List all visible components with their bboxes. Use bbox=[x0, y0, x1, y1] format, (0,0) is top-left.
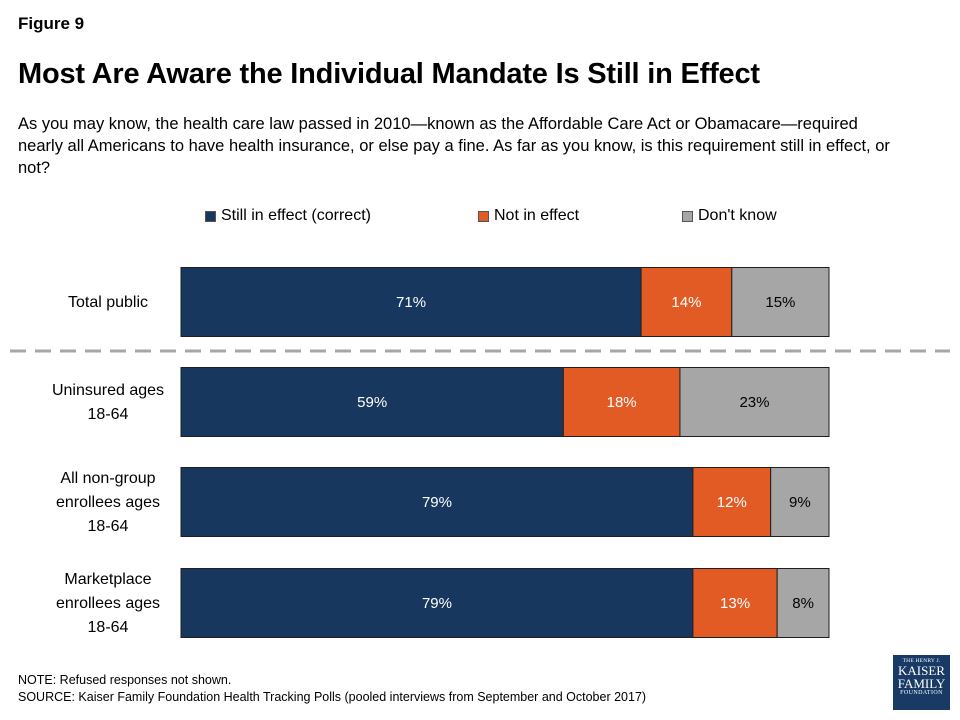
category-label: 18-64 bbox=[88, 406, 129, 423]
bar-segment bbox=[770, 467, 830, 537]
category-label: 18-64 bbox=[88, 619, 129, 636]
figure-label: Figure 9 bbox=[18, 14, 85, 33]
data-label: 9% bbox=[789, 494, 811, 511]
data-label: 12% bbox=[717, 494, 747, 511]
category-label: All non-group bbox=[60, 470, 155, 487]
kff-logo: THE HENRY J. KAISER FAMILY FOUNDATION bbox=[893, 655, 950, 710]
data-label: 13% bbox=[720, 595, 750, 612]
logo-line-2: KAISER bbox=[898, 663, 945, 678]
category-label: Marketplace bbox=[64, 571, 151, 588]
legend-label-dont-know: Don't know bbox=[698, 207, 777, 224]
legend-label-still-in-effect: Still in effect (correct) bbox=[221, 207, 371, 224]
chart-title: Most Are Aware the Individual Mandate Is… bbox=[18, 58, 760, 90]
data-label: 79% bbox=[422, 595, 452, 612]
category-label: Total public bbox=[68, 294, 148, 311]
data-label: 23% bbox=[739, 394, 769, 411]
bar-segment bbox=[180, 568, 694, 638]
bar-segment bbox=[679, 367, 830, 437]
legend-item-dont-know: Don't know bbox=[682, 207, 777, 225]
chart-legend: Still in effect (correct) Not in effect … bbox=[0, 207, 960, 229]
logo-line-4: FOUNDATION bbox=[900, 690, 943, 696]
data-label: 15% bbox=[765, 294, 795, 311]
data-label: 59% bbox=[357, 394, 387, 411]
data-label: 8% bbox=[792, 595, 814, 612]
logo-line-3: FAMILY bbox=[897, 676, 946, 691]
legend-item-still-in-effect: Still in effect (correct) bbox=[205, 207, 371, 225]
bar-segment bbox=[692, 467, 772, 537]
legend-swatch-still-in-effect bbox=[205, 210, 216, 222]
data-label: 71% bbox=[396, 294, 426, 311]
category-label: Uninsured ages bbox=[52, 382, 164, 399]
bar-segment bbox=[731, 267, 830, 337]
source-text: SOURCE: Kaiser Family Foundation Health … bbox=[18, 690, 647, 704]
category-label: 18-64 bbox=[88, 518, 129, 535]
bar-segment bbox=[180, 267, 642, 337]
bar-segment bbox=[640, 267, 733, 337]
bar-segment bbox=[180, 367, 564, 437]
logo-line-1: THE HENRY J. bbox=[902, 658, 941, 664]
bar-segment bbox=[776, 568, 830, 638]
category-label: enrollees ages bbox=[56, 595, 160, 612]
data-label: 14% bbox=[671, 294, 701, 311]
chart-notes: NOTE: Refused responses not shown. SOURC… bbox=[18, 672, 646, 706]
category-label: enrollees ages bbox=[56, 494, 160, 511]
bar-segment bbox=[180, 467, 694, 537]
legend-item-not-in-effect: Not in effect bbox=[478, 207, 579, 225]
stacked-bar-chart: 71% 14% 15% Total public 59% 18% 23% Uninsured … bbox=[10, 267, 950, 638]
legend-label-not-in-effect: Not in effect bbox=[494, 207, 580, 224]
legend-swatch-not-in-effect bbox=[478, 210, 489, 222]
note-text: NOTE: Refused responses not shown. bbox=[18, 673, 232, 687]
legend-swatch-dont-know bbox=[682, 210, 693, 222]
chart-subtitle: As you may know, the health care law pas… bbox=[18, 115, 890, 177]
bar-segment bbox=[562, 367, 681, 437]
data-label: 79% bbox=[422, 494, 452, 511]
data-label: 18% bbox=[607, 394, 637, 411]
